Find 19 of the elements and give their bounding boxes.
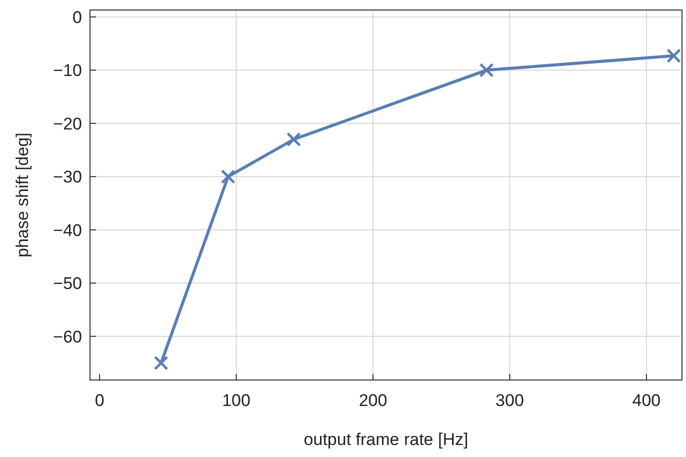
x-tick-label: 100 (222, 391, 250, 410)
y-tick-label: −10 (53, 61, 82, 80)
x-tick-label: 400 (632, 391, 661, 410)
y-tick-label: −50 (53, 274, 82, 294)
x-axis-title: output frame rate [Hz] (304, 430, 468, 449)
x-tick-label: 0 (94, 391, 104, 410)
point (286, 132, 301, 147)
y-tick-label: −30 (53, 168, 82, 187)
x-tick-label: 200 (358, 391, 388, 410)
y-axis-title: phase shift [deg] (13, 132, 32, 258)
x-tick-label: 300 (496, 391, 524, 410)
y-tick-label: −20 (53, 114, 82, 134)
point (479, 62, 494, 78)
point (154, 356, 168, 370)
y-tick-label: 0 (72, 8, 82, 27)
point (666, 48, 682, 64)
y-tick-label: −60 (53, 327, 82, 346)
y-tick-label: −40 (53, 220, 82, 240)
point (220, 169, 236, 184)
